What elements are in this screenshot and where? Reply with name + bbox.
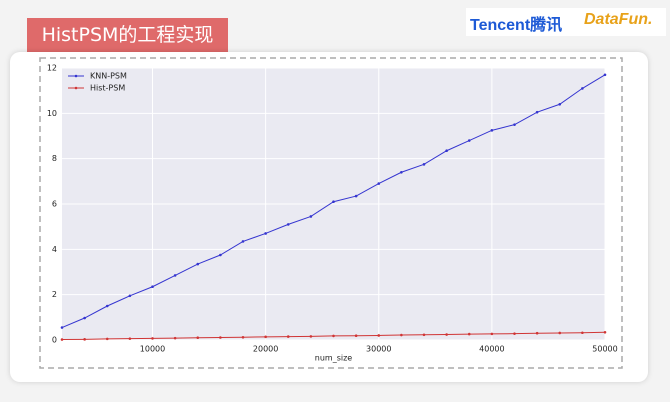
header-box: HistPSM的工程实现	[27, 18, 228, 52]
point	[151, 285, 154, 289]
point	[490, 332, 494, 336]
point	[535, 110, 539, 114]
point	[83, 316, 86, 320]
point	[422, 333, 426, 337]
point	[467, 139, 471, 142]
y-tick-label: 0	[52, 336, 57, 345]
point	[219, 253, 222, 257]
point	[173, 336, 177, 340]
point	[400, 170, 403, 174]
point	[309, 215, 313, 218]
point	[196, 262, 200, 266]
point	[105, 304, 109, 308]
x-tick-label: 20000	[253, 345, 278, 354]
y-tick-label: 6	[52, 200, 57, 209]
point	[581, 331, 584, 335]
y-tick-label: 8	[52, 154, 57, 163]
point	[535, 331, 539, 335]
point	[219, 336, 222, 339]
point	[60, 338, 64, 341]
point	[286, 223, 290, 226]
point	[151, 337, 154, 340]
point	[83, 338, 86, 341]
y-tick-label: 10	[47, 109, 57, 118]
y-tick-label: 2	[52, 290, 57, 299]
point	[513, 123, 516, 126]
legend-label: Hist-PSM	[90, 84, 125, 93]
point	[603, 73, 607, 77]
point	[128, 294, 132, 298]
point	[354, 334, 358, 337]
point	[60, 326, 64, 329]
point	[445, 333, 448, 336]
point	[128, 337, 132, 340]
logo-datafun: DataFun.	[584, 11, 653, 28]
x-tick-label: 50000	[592, 345, 617, 354]
legend-marker	[74, 86, 78, 90]
x-tick-label: 10000	[140, 345, 165, 354]
x-tick-label: 30000	[366, 345, 391, 354]
y-tick-label: 4	[52, 245, 57, 254]
x-axis-label: num_size	[315, 354, 353, 363]
point	[173, 274, 177, 277]
logo-bar: Tencent腾讯 DataFun.	[466, 8, 666, 36]
point	[196, 336, 200, 340]
x-tick-label: 40000	[479, 345, 504, 354]
point	[309, 335, 313, 338]
dashed-frame	[39, 57, 623, 369]
point	[286, 335, 290, 338]
point	[558, 102, 562, 106]
point	[354, 194, 358, 198]
point	[581, 87, 584, 90]
point	[241, 335, 245, 339]
point	[241, 240, 245, 243]
legend-marker	[74, 74, 78, 78]
point	[105, 337, 109, 341]
point	[400, 333, 403, 337]
point	[513, 332, 516, 335]
point	[467, 332, 471, 336]
point	[264, 232, 267, 235]
header-title: HistPSM的工程实现	[41, 24, 214, 46]
point	[445, 149, 448, 153]
logo-tencent: Tencent腾讯	[470, 17, 563, 34]
point	[422, 163, 426, 166]
point	[377, 334, 381, 337]
point	[264, 335, 267, 339]
legend-label: KNN-PSM	[90, 72, 127, 81]
point	[332, 200, 335, 204]
point	[332, 334, 335, 338]
point	[558, 331, 562, 335]
y-tick-label: 12	[47, 64, 57, 73]
point	[377, 182, 381, 185]
point	[603, 330, 607, 334]
point	[490, 129, 494, 132]
